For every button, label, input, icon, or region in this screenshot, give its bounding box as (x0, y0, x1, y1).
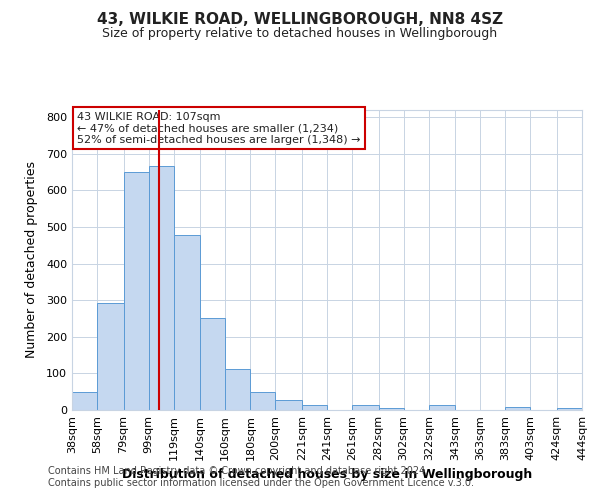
Text: Contains HM Land Registry data © Crown copyright and database right 2024.
Contai: Contains HM Land Registry data © Crown c… (48, 466, 474, 487)
Bar (124, 172, 149, 410)
Y-axis label: Number of detached properties: Number of detached properties (25, 162, 38, 358)
Bar (352, 404, 379, 410)
Bar (557, 408, 582, 410)
Bar (379, 408, 404, 410)
Text: 43 WILKIE ROAD: 107sqm
← 47% of detached houses are smaller (1,234)
52% of semi-: 43 WILKIE ROAD: 107sqm ← 47% of detached… (77, 112, 361, 144)
Bar (302, 404, 327, 410)
Bar (97, 303, 124, 410)
Bar (505, 407, 530, 410)
Bar (225, 368, 250, 410)
Text: Size of property relative to detached houses in Wellingborough: Size of property relative to detached ho… (103, 28, 497, 40)
Bar (149, 166, 174, 410)
Bar (429, 404, 455, 410)
Bar (200, 318, 225, 410)
X-axis label: Distribution of detached houses by size in Wellingborough: Distribution of detached houses by size … (122, 468, 532, 481)
Bar (174, 235, 200, 410)
Text: 43, WILKIE ROAD, WELLINGBOROUGH, NN8 4SZ: 43, WILKIE ROAD, WELLINGBOROUGH, NN8 4SZ (97, 12, 503, 28)
Bar (250, 392, 275, 410)
Bar (275, 400, 302, 410)
Bar (72, 392, 97, 410)
